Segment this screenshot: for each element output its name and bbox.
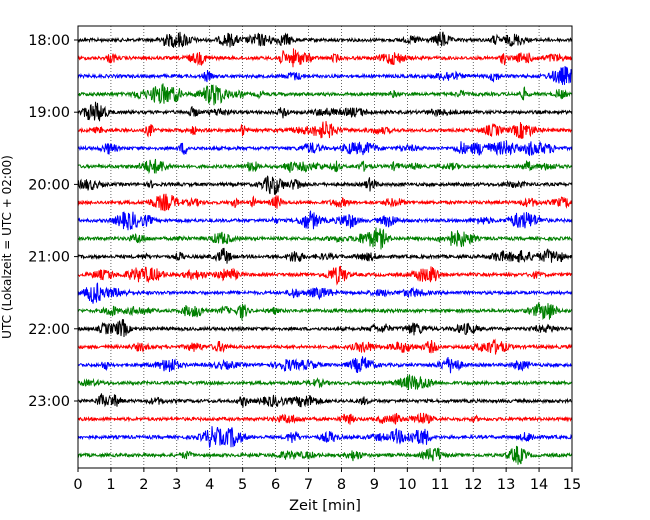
trace-2215 — [77, 338, 573, 355]
trace-1945 — [77, 158, 573, 175]
x-tick-label: 8 — [337, 477, 346, 493]
seismic-traces — [77, 31, 573, 465]
y-tick-label: 20:00 — [28, 177, 70, 193]
x-tick-label: 14 — [530, 477, 548, 493]
x-tick-label: 2 — [139, 477, 148, 493]
x-axis-label: Zeit [min] — [289, 498, 361, 514]
trace-2130 — [77, 282, 573, 304]
plot-frame — [77, 25, 573, 469]
x-tick-label: 7 — [304, 477, 313, 493]
trace-1930 — [77, 140, 573, 157]
x-tick-label: 11 — [431, 477, 449, 493]
trace-2015 — [77, 193, 573, 212]
trace-2230 — [77, 356, 573, 374]
y-tick-label: 23:00 — [28, 394, 70, 410]
y-tick-label: 21:00 — [28, 250, 70, 266]
x-tick-label: 5 — [238, 477, 247, 493]
trace-2145 — [77, 301, 573, 321]
y-axis-label: UTC (Lokalzeit = UTC + 02:00) — [0, 155, 14, 339]
trace-2245 — [77, 374, 573, 391]
y-tick-label: 19:00 — [28, 105, 70, 121]
y-tick-label: 22:00 — [28, 322, 70, 338]
x-tick-label: 4 — [205, 477, 214, 493]
x-tick-label: 1 — [106, 477, 115, 493]
trace-2030 — [77, 210, 573, 231]
x-tick-label: 12 — [464, 477, 482, 493]
trace-2100 — [77, 247, 573, 264]
x-tick-label: 3 — [172, 477, 181, 493]
x-tick-label: 0 — [73, 477, 82, 493]
trace-2330 — [77, 426, 573, 449]
trace-2000 — [77, 175, 573, 195]
x-tick-label: 10 — [398, 477, 416, 493]
trace-2115 — [77, 265, 573, 286]
trace-1800 — [77, 31, 573, 48]
x-tick-label: 6 — [271, 477, 280, 493]
trace-1845 — [77, 83, 573, 106]
trace-1815 — [77, 48, 573, 68]
trace-1900 — [77, 101, 573, 122]
trace-2300 — [77, 393, 573, 408]
x-tick-label: 9 — [370, 477, 379, 493]
trace-2045 — [77, 227, 573, 250]
trace-2315 — [77, 412, 573, 425]
y-axis-ticks: 18:00 19:00 20:00 21:00 22:00 23:00 — [28, 33, 78, 410]
y-tick-label: 18:00 — [28, 33, 70, 49]
x-tick-label: 15 — [563, 477, 581, 493]
x-axis-ticks: 0 1 2 3 4 5 6 7 8 9 10 11 12 13 14 15 — [73, 468, 581, 493]
x-tick-label: 13 — [497, 477, 515, 493]
trace-1830 — [77, 66, 573, 85]
trace-2345 — [77, 445, 573, 465]
trace-2200 — [77, 319, 573, 338]
trace-1915 — [77, 121, 573, 140]
